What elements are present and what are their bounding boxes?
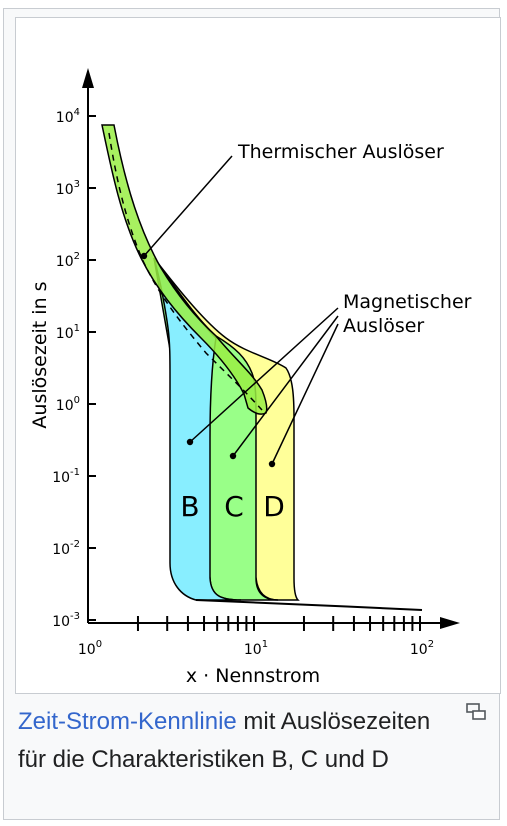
magnetic-pointer-dot-d bbox=[268, 460, 276, 468]
instant-trip-line bbox=[195, 599, 423, 611]
y-tick-label: 10-2 bbox=[52, 539, 80, 558]
curve-label-d: D bbox=[263, 490, 285, 523]
magnetic-pointer-d bbox=[271, 323, 339, 465]
y-axis-label: Auslösezeit in s bbox=[29, 281, 51, 428]
x-tick-label: 101 bbox=[244, 639, 268, 658]
y-tick-label: 103 bbox=[56, 179, 80, 198]
thermal-pointer-dot bbox=[140, 252, 148, 260]
diagram-image[interactable]: 104 103 102 101 100 10-1 10-2 10-3 100 101 102 Au… bbox=[15, 17, 501, 694]
thermal-mean-curve bbox=[108, 132, 263, 411]
y-tick-label: 100 bbox=[56, 395, 80, 414]
y-tick-label: 101 bbox=[56, 323, 80, 342]
curve-label-c: C bbox=[224, 490, 244, 523]
trip-curve-diagram: 104 103 102 101 100 10-1 10-2 10-3 100 101 102 Au… bbox=[29, 68, 472, 687]
thermal-label: Thermischer Auslöser bbox=[237, 141, 444, 163]
caption-link[interactable]: Zeit-Strom-Kennlinie bbox=[18, 708, 237, 735]
y-axis-arrow bbox=[82, 68, 94, 88]
thumbnail-frame: 104 103 102 101 100 10-1 10-2 10-3 100 101 102 Au… bbox=[3, 8, 501, 820]
caption-text: mit Auslösezeiten für die Charakteristik… bbox=[18, 708, 431, 773]
y-tick-label: 104 bbox=[56, 107, 80, 126]
y-tick-label: 10-1 bbox=[52, 467, 80, 486]
curve-label-b: B bbox=[180, 490, 199, 523]
magnetic-pointer-c bbox=[232, 315, 339, 457]
y-ticks: 104 103 102 101 100 10-1 10-2 10-3 bbox=[52, 107, 96, 630]
enlarge-icon[interactable] bbox=[466, 703, 488, 721]
y-tick-label: 10-3 bbox=[52, 611, 80, 630]
x-tick-label: 100 bbox=[78, 639, 102, 658]
caption: Zeit-Strom-Kennlinie mit Auslösezeiten f… bbox=[18, 703, 458, 779]
x-ticks: 100 101 102 bbox=[78, 616, 434, 658]
magnetic-label-line1: Magnetischer bbox=[343, 291, 472, 313]
thermal-pointer bbox=[143, 155, 233, 257]
x-tick-label: 102 bbox=[410, 639, 434, 658]
y-tick-label: 102 bbox=[56, 251, 80, 270]
magnetic-pointer-dot-c bbox=[229, 452, 237, 460]
x-axis-arrow bbox=[440, 617, 460, 629]
magnetic-pointer-dot-b bbox=[186, 438, 194, 446]
magnetic-label-line2: Auslöser bbox=[343, 315, 424, 337]
x-axis-label: x · Nennstrom bbox=[186, 665, 320, 687]
magnetic-pointer-b bbox=[189, 307, 339, 443]
